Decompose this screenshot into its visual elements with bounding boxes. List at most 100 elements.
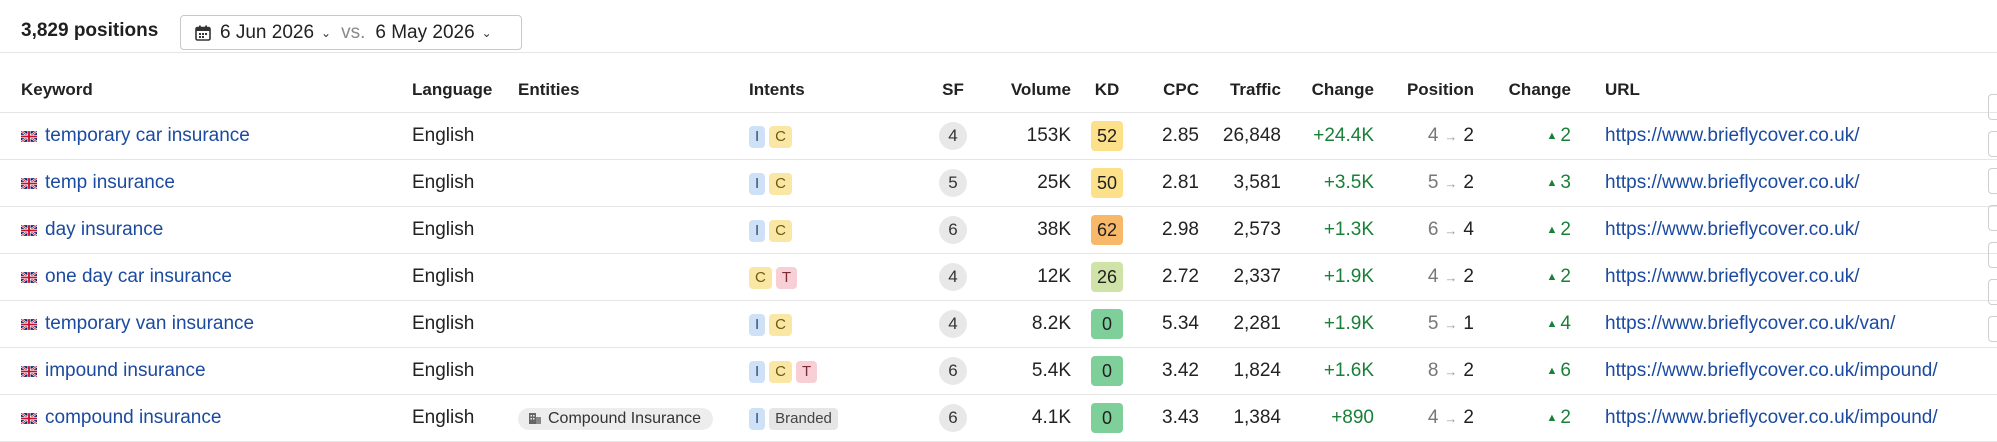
url-link[interactable]: https://www.brieflycover.co.uk/ <box>1605 125 1860 146</box>
keyword-link[interactable]: one day car insurance <box>45 265 232 287</box>
intent-badge: C <box>769 360 793 383</box>
kd-badge: 50 <box>1091 168 1123 198</box>
table-row: one day car insurance English C T 4 12K 26 2.72… <box>0 253 1997 301</box>
position-from: 5 <box>1427 313 1439 334</box>
kd-badge: 52 <box>1091 121 1123 151</box>
date-range-picker[interactable]: 6 Jun 2026 ⌄ vs. 6 May 2026 ⌄ <box>180 15 522 50</box>
keyword-link[interactable]: temporary van insurance <box>45 312 255 334</box>
position-change-cell: ▲ 3 <box>1474 159 1571 207</box>
sf-cell: 4 <box>919 112 987 160</box>
row-action-button[interactable] <box>1988 316 1997 342</box>
serp-features-count[interactable]: 6 <box>939 404 967 432</box>
row-action-button[interactable] <box>1988 205 1997 231</box>
serp-features-count[interactable]: 6 <box>939 216 967 244</box>
serp-features-count[interactable]: 4 <box>939 122 967 150</box>
traffic-change-cell: +1.3K <box>1281 206 1374 254</box>
intent-badge: I <box>749 219 766 242</box>
uk-flag-icon <box>20 314 38 336</box>
serp-features-count[interactable]: 6 <box>939 357 967 385</box>
cpc-cell: 3.42 <box>1143 347 1199 395</box>
table-row: temp insurance English I C 5 25K 50 2.81 3,581 +3… <box>0 159 1997 207</box>
col-entities[interactable]: Entities <box>518 67 749 113</box>
row-action-button[interactable] <box>1988 242 1997 268</box>
cpc-value: 2.81 <box>1162 172 1199 193</box>
volume-cell: 5.4K <box>987 347 1071 395</box>
cpc-value: 5.34 <box>1162 313 1199 334</box>
position-cell: 8 → 2 <box>1374 347 1474 395</box>
kd-cell: 26 <box>1071 253 1143 301</box>
traffic-value: 1,384 <box>1233 407 1281 428</box>
url-link[interactable]: https://www.brieflycover.co.uk/impound/ <box>1605 407 1938 428</box>
col-position-change[interactable]: Change <box>1474 67 1571 113</box>
intent-badge: C <box>749 266 772 289</box>
col-traffic[interactable]: Traffic <box>1199 67 1281 113</box>
language-cell: English <box>412 394 518 442</box>
arrow-right-icon: → <box>1444 317 1458 332</box>
language-cell: English <box>412 347 518 395</box>
serp-features-count[interactable]: 5 <box>939 169 967 197</box>
uk-flag-icon <box>20 220 38 242</box>
uk-flag-icon <box>20 267 38 289</box>
uk-flag-icon <box>20 408 38 430</box>
keyword-link[interactable]: day insurance <box>45 218 164 240</box>
arrow-right-icon: → <box>1444 364 1458 379</box>
keyword-cell: impound insurance <box>0 347 412 395</box>
keyword-cell: one day car insurance <box>0 253 412 301</box>
serp-features-count[interactable]: 4 <box>939 263 967 291</box>
url-link[interactable]: https://www.brieflycover.co.uk/van/ <box>1605 313 1896 334</box>
position-change: ▲ 4 <box>1547 313 1571 334</box>
url-link[interactable]: https://www.brieflycover.co.uk/ <box>1605 219 1860 240</box>
triangle-up-icon: ▲ <box>1546 412 1558 424</box>
cpc-value: 3.43 <box>1162 407 1199 428</box>
col-position[interactable]: Position <box>1374 67 1474 113</box>
volume-value: 153K <box>1026 125 1071 146</box>
url-link[interactable]: https://www.brieflycover.co.uk/ <box>1605 172 1860 193</box>
col-cpc[interactable]: CPC <box>1143 67 1199 113</box>
col-intents[interactable]: Intents <box>749 67 919 113</box>
entity-chip[interactable]: Compound Insurance <box>518 407 713 430</box>
keyword-link[interactable]: impound insurance <box>45 359 206 381</box>
col-language[interactable]: Language <box>412 67 518 113</box>
col-volume[interactable]: Volume <box>987 67 1071 113</box>
traffic-value: 2,573 <box>1233 219 1281 240</box>
entities-cell <box>518 206 749 254</box>
serp-features-count[interactable]: 4 <box>939 310 967 338</box>
position-to: 2 <box>1463 407 1474 428</box>
traffic-value: 3,581 <box>1233 172 1281 193</box>
triangle-up-icon: ▲ <box>1546 224 1558 236</box>
row-action-button[interactable] <box>1988 94 1997 120</box>
row-action-button[interactable] <box>1988 131 1997 157</box>
position-change-value: 2 <box>1560 219 1571 240</box>
uk-flag-icon <box>20 361 38 383</box>
vs-label: vs. <box>341 21 366 43</box>
row-action-button[interactable] <box>1988 168 1997 194</box>
volume-value: 12K <box>1037 266 1071 287</box>
language-value: English <box>412 172 475 193</box>
col-keyword[interactable]: Keyword <box>0 67 412 113</box>
cpc-value: 2.85 <box>1162 125 1199 146</box>
position-change: ▲ 2 <box>1547 266 1571 287</box>
sf-cell: 4 <box>919 300 987 348</box>
positions-count: 3,829 positions <box>21 20 159 41</box>
traffic-change-value: +1.3K <box>1323 219 1374 240</box>
position-cell: 6 → 4 <box>1374 206 1474 254</box>
url-link[interactable]: https://www.brieflycover.co.uk/impound/ <box>1605 360 1938 381</box>
row-action-button[interactable] <box>1988 279 1997 305</box>
col-sf[interactable]: SF <box>919 67 987 113</box>
position-change: ▲ 2 <box>1547 219 1571 240</box>
keyword-link[interactable]: temp insurance <box>45 171 175 193</box>
url-link[interactable]: https://www.brieflycover.co.uk/ <box>1605 266 1860 287</box>
cpc-cell: 2.72 <box>1143 253 1199 301</box>
col-traffic-change[interactable]: Change <box>1281 67 1374 113</box>
kd-cell: 50 <box>1071 159 1143 207</box>
sf-cell: 6 <box>919 394 987 442</box>
col-kd[interactable]: KD <box>1071 67 1143 113</box>
position-cell: 4 → 2 <box>1374 112 1474 160</box>
keyword-link[interactable]: compound insurance <box>45 406 222 428</box>
entities-cell <box>518 159 749 207</box>
kd-badge: 62 <box>1091 215 1123 245</box>
traffic-cell: 26,848 <box>1199 112 1281 160</box>
keyword-link[interactable]: temporary car insurance <box>45 124 250 146</box>
col-url[interactable]: URL <box>1571 67 1997 113</box>
